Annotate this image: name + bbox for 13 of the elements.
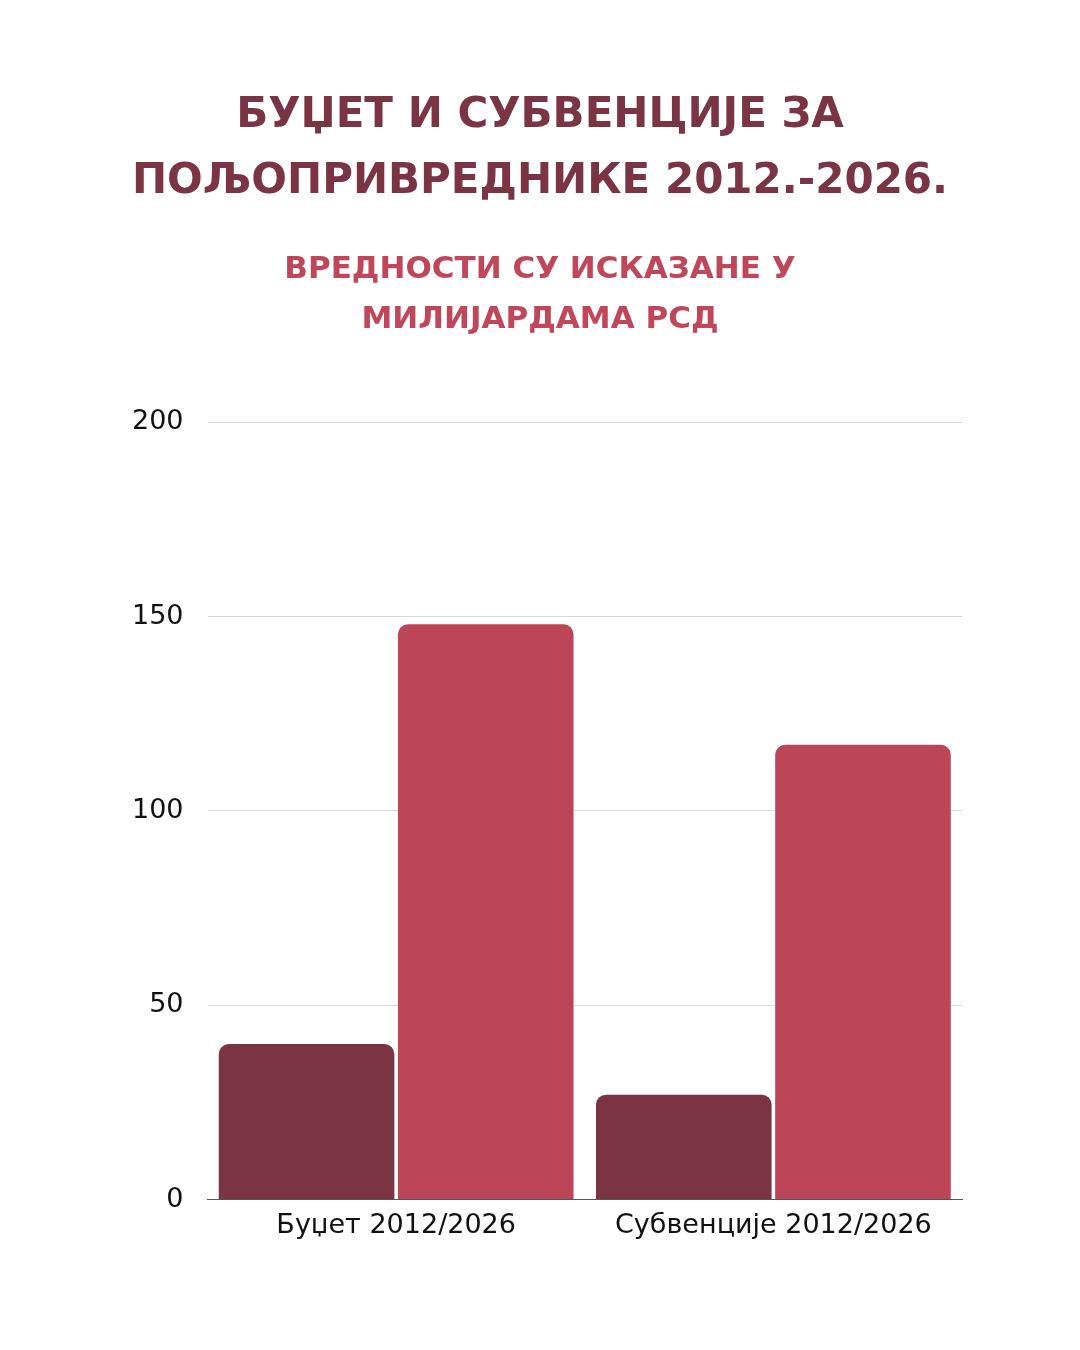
- x-tick-label: Субвенције 2012/2026: [614, 1207, 932, 1239]
- y-tick-label: 200: [131, 404, 184, 436]
- y-tick-label: 0: [166, 1181, 184, 1213]
- y-tick-label: 50: [149, 987, 184, 1019]
- chart-subtitle: ВРЕДНОСТИ СУ ИСКАЗАНЕ У МИЛИЈАРДАМА РСД: [283, 248, 797, 337]
- y-tick-label: 100: [131, 792, 184, 824]
- chart-title: БУЏЕТ И СУБВЕНЦИЈЕ ЗА ПОЉОПРИВРЕДНИКЕ 2012.-2026.: [130, 87, 950, 205]
- bar: [595, 1094, 772, 1200]
- x-tick-label: Буџет 2012/2026: [276, 1207, 516, 1239]
- bar: [775, 744, 951, 1200]
- bar: [397, 624, 574, 1200]
- bar: [218, 1044, 395, 1200]
- y-tick-label: 150: [131, 598, 184, 630]
